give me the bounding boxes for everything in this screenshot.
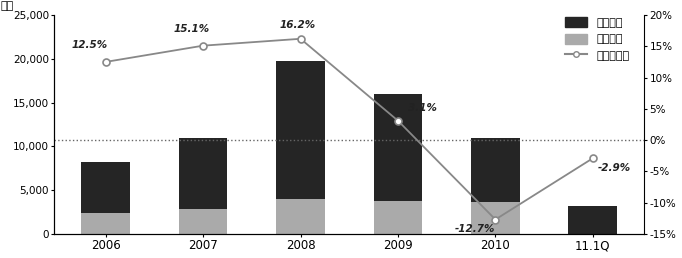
Text: 15.1%: 15.1% (174, 24, 210, 34)
Bar (276, 199, 325, 234)
Y-axis label: 억원: 억원 (1, 1, 14, 11)
Text: -2.9%: -2.9% (597, 163, 631, 173)
Bar (569, 206, 617, 234)
Bar (374, 201, 422, 234)
Bar (276, 61, 325, 199)
Bar (179, 209, 227, 234)
Legend: 풍력부문, 기타부문, 영업이익률: 풍력부문, 기타부문, 영업이익률 (562, 14, 633, 64)
Bar (471, 202, 520, 234)
Bar (81, 213, 130, 234)
Text: 16.2%: 16.2% (279, 20, 315, 29)
Bar (471, 138, 520, 202)
Bar (374, 94, 422, 201)
Text: -12.7%: -12.7% (454, 224, 495, 234)
Text: 12.5%: 12.5% (72, 40, 108, 50)
Bar (179, 138, 227, 209)
Bar (81, 162, 130, 213)
Text: 3.1%: 3.1% (408, 103, 436, 113)
